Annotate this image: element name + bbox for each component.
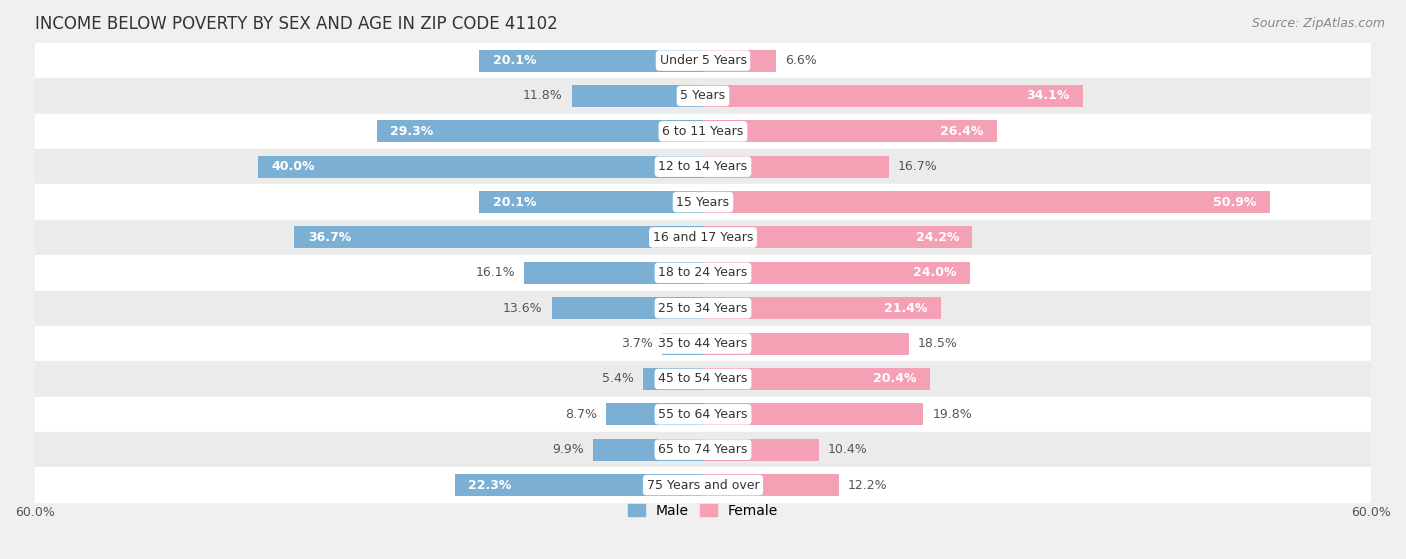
Bar — [703, 85, 1083, 107]
Text: 45 to 54 Years: 45 to 54 Years — [658, 372, 748, 386]
Bar — [35, 432, 1371, 467]
Text: 25 to 34 Years: 25 to 34 Years — [658, 302, 748, 315]
Text: 13.6%: 13.6% — [503, 302, 543, 315]
Text: 16 and 17 Years: 16 and 17 Years — [652, 231, 754, 244]
Text: 18 to 24 Years: 18 to 24 Years — [658, 266, 748, 280]
Text: 15 Years: 15 Years — [676, 196, 730, 209]
Text: 5.4%: 5.4% — [602, 372, 634, 386]
Bar — [35, 184, 1371, 220]
Bar — [703, 262, 970, 284]
Text: 20.1%: 20.1% — [492, 54, 536, 67]
Bar — [703, 439, 818, 461]
Bar — [572, 85, 703, 107]
Bar — [703, 474, 839, 496]
Text: 22.3%: 22.3% — [468, 479, 512, 491]
Bar — [703, 404, 924, 425]
Bar — [35, 397, 1371, 432]
Bar — [35, 291, 1371, 326]
Bar — [703, 333, 910, 354]
Text: 40.0%: 40.0% — [271, 160, 315, 173]
Bar — [454, 474, 703, 496]
Text: 21.4%: 21.4% — [884, 302, 928, 315]
Text: 6.6%: 6.6% — [786, 54, 817, 67]
Text: Under 5 Years: Under 5 Years — [659, 54, 747, 67]
Bar — [703, 156, 889, 178]
Bar — [551, 297, 703, 319]
Bar — [377, 120, 703, 143]
Bar — [703, 297, 941, 319]
Text: 75 Years and over: 75 Years and over — [647, 479, 759, 491]
Bar — [479, 191, 703, 213]
Text: 10.4%: 10.4% — [828, 443, 868, 456]
Bar — [524, 262, 703, 284]
Bar — [294, 226, 703, 248]
Text: 34.1%: 34.1% — [1026, 89, 1070, 102]
Bar — [643, 368, 703, 390]
Text: 65 to 74 Years: 65 to 74 Years — [658, 443, 748, 456]
Text: 11.8%: 11.8% — [523, 89, 562, 102]
Text: 36.7%: 36.7% — [308, 231, 352, 244]
Bar — [606, 404, 703, 425]
Text: 9.9%: 9.9% — [553, 443, 583, 456]
Text: 5 Years: 5 Years — [681, 89, 725, 102]
Bar — [35, 361, 1371, 397]
Text: 29.3%: 29.3% — [389, 125, 433, 138]
Text: 12 to 14 Years: 12 to 14 Years — [658, 160, 748, 173]
Bar — [703, 50, 776, 72]
Bar — [35, 113, 1371, 149]
Text: 6 to 11 Years: 6 to 11 Years — [662, 125, 744, 138]
Text: 3.7%: 3.7% — [621, 337, 652, 350]
Bar — [35, 255, 1371, 291]
Bar — [593, 439, 703, 461]
Text: 24.2%: 24.2% — [915, 231, 959, 244]
Text: Source: ZipAtlas.com: Source: ZipAtlas.com — [1251, 17, 1385, 30]
Bar — [35, 78, 1371, 113]
Text: 55 to 64 Years: 55 to 64 Years — [658, 408, 748, 421]
Text: 16.1%: 16.1% — [475, 266, 515, 280]
Text: 24.0%: 24.0% — [914, 266, 957, 280]
Bar — [703, 191, 1270, 213]
Bar — [479, 50, 703, 72]
Text: 19.8%: 19.8% — [932, 408, 972, 421]
Bar — [662, 333, 703, 354]
Text: 20.1%: 20.1% — [492, 196, 536, 209]
Text: 50.9%: 50.9% — [1213, 196, 1257, 209]
Bar — [35, 149, 1371, 184]
Text: 26.4%: 26.4% — [941, 125, 984, 138]
Text: 18.5%: 18.5% — [918, 337, 957, 350]
Text: 35 to 44 Years: 35 to 44 Years — [658, 337, 748, 350]
Text: INCOME BELOW POVERTY BY SEX AND AGE IN ZIP CODE 41102: INCOME BELOW POVERTY BY SEX AND AGE IN Z… — [35, 15, 558, 33]
Bar — [35, 467, 1371, 503]
Bar — [703, 368, 931, 390]
Bar — [703, 120, 997, 143]
Legend: Male, Female: Male, Female — [623, 498, 783, 523]
Text: 20.4%: 20.4% — [873, 372, 917, 386]
Bar — [35, 43, 1371, 78]
Text: 16.7%: 16.7% — [898, 160, 938, 173]
Text: 8.7%: 8.7% — [565, 408, 598, 421]
Bar — [703, 226, 973, 248]
Text: 12.2%: 12.2% — [848, 479, 887, 491]
Bar — [35, 220, 1371, 255]
Bar — [35, 326, 1371, 361]
Bar — [257, 156, 703, 178]
